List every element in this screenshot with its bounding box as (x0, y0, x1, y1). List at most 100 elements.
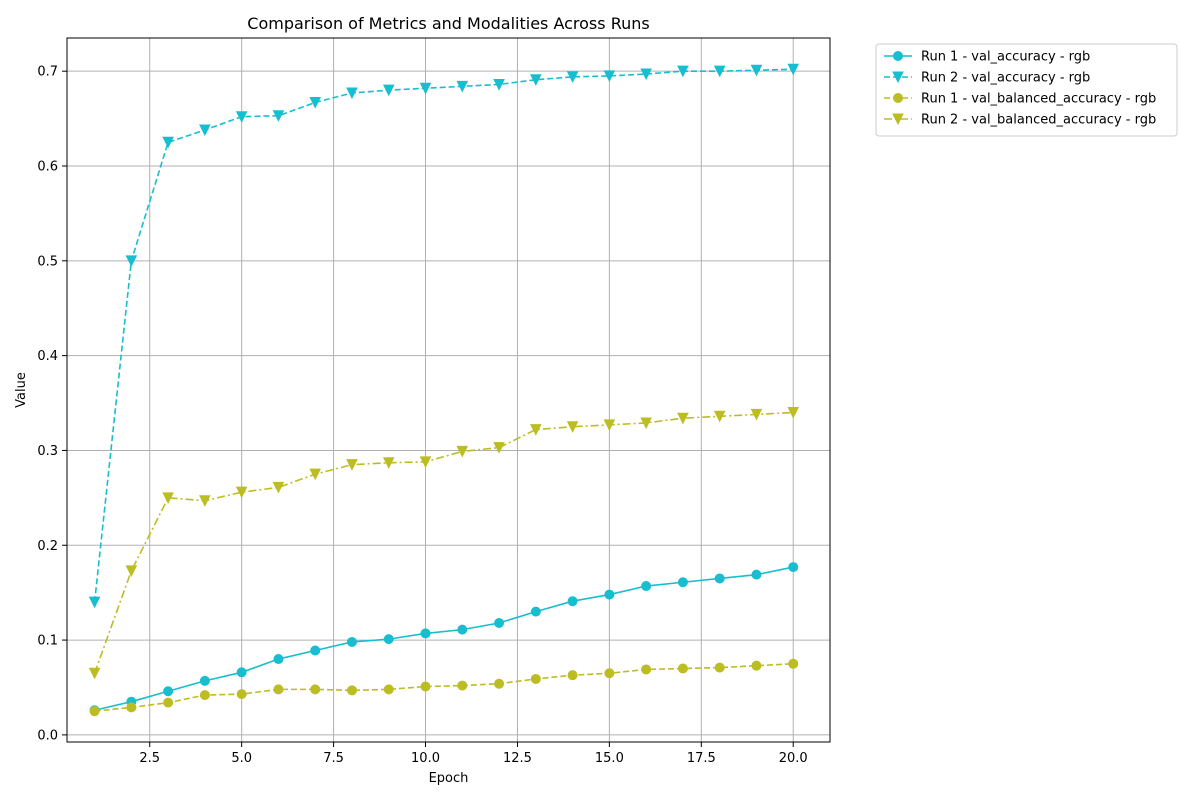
data-point (125, 255, 138, 267)
legend-label: Run 1 - val_accuracy - rgb (921, 50, 1090, 65)
data-point (566, 421, 579, 433)
data-point (310, 684, 321, 695)
series-line (93, 411, 794, 674)
data-point (603, 419, 616, 431)
data-point (309, 468, 322, 481)
data-point (272, 481, 285, 494)
data-point (603, 70, 616, 83)
plot-area-frame (66, 37, 831, 743)
data-point (273, 684, 284, 695)
legend-label: Run 2 - val_accuracy - rgb (921, 71, 1090, 86)
data-point (89, 706, 100, 717)
data-point (199, 675, 210, 686)
x-axis-label: Epoch (429, 771, 469, 786)
x-tick-label: 12.5 (503, 751, 532, 766)
data-point (787, 407, 800, 419)
data-point (162, 136, 174, 149)
data-point (713, 410, 726, 423)
data-point (419, 82, 432, 95)
y-tick-label: 0.5 (37, 254, 58, 269)
data-point (236, 667, 247, 678)
data-point (235, 486, 248, 499)
data-point (751, 569, 762, 580)
y-tick-label: 0.1 (37, 634, 58, 649)
legend-marker (892, 71, 904, 84)
x-tick-label: 7.5 (323, 751, 344, 766)
data-point (530, 424, 542, 436)
legend-label: Run 1 - val_balanced_accuracy - rgb (921, 92, 1156, 107)
legend-item: Run 2 - val_balanced_accuracy - rgb (884, 113, 1156, 128)
series-line (94, 662, 794, 712)
legend: Run 1 - val_accuracy - rgb Run 2 - val_ac… (875, 43, 1178, 137)
legend-item: Run 1 - val_accuracy - rgb (884, 50, 1090, 65)
data-point (419, 456, 432, 468)
data-point (310, 645, 321, 656)
data-point (641, 581, 652, 592)
legend-item: Run 1 - val_balanced_accuracy - rgb (884, 92, 1156, 107)
legend-marker (893, 51, 903, 61)
y-axis-label: Value (14, 372, 29, 408)
data-point (530, 74, 542, 86)
data-point (750, 408, 763, 421)
data-point (566, 71, 579, 83)
data-point (272, 110, 285, 122)
data-point (567, 670, 578, 681)
data-point (641, 664, 652, 675)
data-point (714, 662, 725, 673)
data-point (125, 565, 138, 577)
x-tick-label: 5.0 (231, 751, 252, 766)
data-point (346, 87, 358, 100)
data-point (604, 589, 615, 600)
data-point (493, 442, 505, 454)
data-point (751, 660, 762, 671)
data-point (677, 663, 688, 674)
data-point (346, 685, 357, 696)
legend-item: Run 2 - val_accuracy - rgb (884, 71, 1090, 86)
data-point (456, 445, 469, 458)
data-point (457, 680, 468, 691)
y-tick-label: 0.7 (37, 65, 58, 80)
data-point (162, 492, 174, 504)
data-point (235, 111, 248, 123)
data-point (750, 64, 763, 77)
data-point (604, 668, 615, 679)
data-point (713, 65, 726, 78)
series-line (94, 566, 794, 712)
y-tick-label: 0.6 (37, 160, 58, 175)
series-4 (88, 407, 800, 680)
data-point (382, 84, 395, 97)
data-point (199, 690, 210, 701)
data-point (530, 606, 541, 617)
data-point (494, 678, 505, 689)
data-point (788, 658, 799, 669)
y-tick-label: 0.3 (37, 444, 58, 459)
x-tick-label: 15.0 (595, 751, 624, 766)
data-point (493, 78, 505, 91)
data-point (199, 495, 211, 507)
legend-marker (893, 93, 903, 103)
data-point (346, 459, 358, 471)
data-point (494, 618, 505, 629)
data-point (382, 457, 395, 469)
data-point (88, 667, 101, 680)
legend-box (875, 43, 1178, 137)
x-tick-label: 10.0 (411, 751, 440, 766)
data-point (420, 681, 431, 692)
series-1 (89, 562, 799, 716)
data-point (273, 654, 284, 665)
x-tick-label: 2.5 (139, 751, 160, 766)
chart-title: Comparison of Metrics and Modalities Acr… (247, 14, 649, 33)
y-tick-label: 0.0 (37, 728, 58, 743)
legend-marker (892, 113, 904, 126)
data-point (456, 80, 469, 93)
data-point (163, 686, 174, 697)
x-tick-label: 20.0 (779, 751, 808, 766)
data-point (420, 628, 431, 639)
data-point (309, 96, 322, 109)
data-point (457, 624, 468, 635)
data-point (530, 673, 541, 684)
data-point (126, 702, 137, 713)
axis-ticks: 2.5 5.0 7.5 10.0 12.5 15.0 17.5 20.0 0.0 0.1 0.2 0.… (37, 65, 807, 766)
data-point (383, 634, 394, 645)
